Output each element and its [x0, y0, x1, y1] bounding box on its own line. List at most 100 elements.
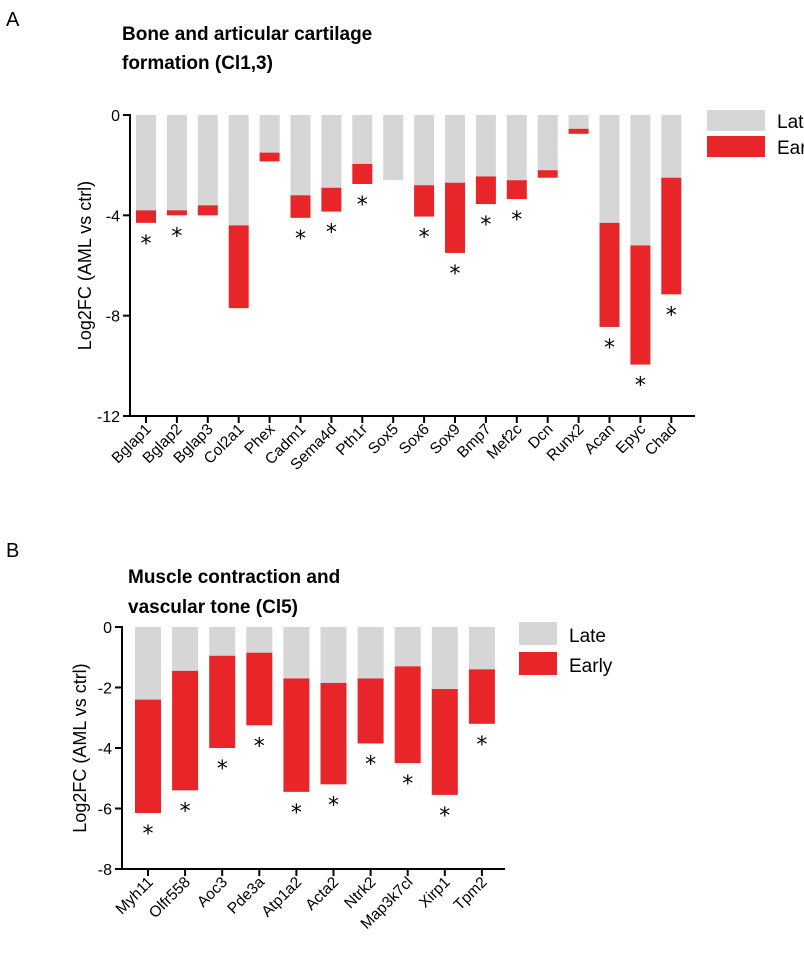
bar-late: [383, 115, 404, 181]
y-tick-label: -6: [98, 802, 112, 819]
x-tick-label: Sox6: [396, 421, 433, 458]
legend-label-late: Late: [569, 626, 606, 647]
bar-late: [506, 115, 527, 181]
significance-star: *: [291, 801, 302, 826]
chart-title-line: Muscle contraction and: [128, 567, 340, 588]
significance-star: *: [217, 757, 228, 782]
bar-late: [414, 115, 435, 186]
significance-star: *: [402, 772, 413, 797]
bar-early: [468, 669, 495, 724]
bar-late: [445, 115, 465, 183]
x-tick-label: Olfr558: [146, 874, 194, 922]
bar-early: [537, 170, 558, 178]
legend-swatch-early: [519, 652, 557, 675]
legend-label-early: Early: [569, 656, 613, 677]
x-tick-label: Mef2c: [484, 421, 526, 463]
significance-star: *: [419, 226, 430, 251]
significance-star: *: [604, 336, 615, 361]
bar-late: [468, 627, 495, 670]
bar-late: [136, 115, 156, 211]
significance-star: *: [328, 793, 339, 818]
x-tick-label: Xirp1: [416, 874, 454, 912]
bar-late: [283, 627, 310, 679]
legend-swatch-late: [707, 110, 765, 131]
significance-star: *: [180, 799, 191, 824]
significance-star: *: [295, 227, 306, 252]
panel-letter: B: [6, 540, 19, 562]
x-tick-label: Tpm2: [451, 874, 491, 914]
bar-late: [661, 115, 682, 178]
significance-star: *: [357, 193, 368, 218]
bar-early: [394, 666, 421, 764]
y-axis-label: Log2FC (AML vs ctrl): [70, 663, 90, 832]
significance-star: *: [326, 221, 337, 246]
y-tick-label: 0: [111, 108, 120, 125]
bar-early: [209, 655, 236, 748]
bar-late: [320, 627, 347, 683]
legend-swatch-early: [707, 136, 765, 157]
x-tick-label: Acan: [581, 421, 618, 458]
chart-panel-b: B Muscle contraction and vascular tone (Cl…: [6, 540, 613, 933]
x-tick-label: Pth1r: [333, 421, 371, 459]
bar-late: [352, 115, 373, 164]
bar-early: [172, 670, 199, 791]
bar-early: [283, 678, 310, 792]
bar-late: [228, 115, 249, 226]
y-axis-label: Log2FC (AML vs ctrl): [75, 181, 95, 350]
y-tick-label: 0: [103, 620, 112, 637]
bar-late: [537, 115, 558, 171]
bar-early: [135, 699, 161, 814]
y-tick-label: -12: [97, 409, 120, 426]
bar-early: [431, 689, 458, 795]
x-tick-label: Epyc: [613, 421, 650, 458]
bar-late: [197, 115, 218, 206]
bar-late: [246, 627, 273, 653]
bar-early: [228, 225, 249, 309]
bar-late: [431, 627, 458, 690]
significance-star: *: [439, 804, 450, 829]
bar-late: [172, 627, 199, 671]
bar-late: [321, 115, 342, 188]
legend-label-late: Late: [777, 112, 804, 133]
bar-early: [568, 128, 589, 134]
chart-title-line: vascular tone (Cl5): [128, 597, 298, 618]
bar-late: [357, 627, 384, 679]
bar-early: [599, 222, 620, 327]
bar-early: [321, 187, 342, 212]
significance-star: *: [635, 374, 646, 399]
significance-star: *: [141, 232, 152, 257]
x-tick-label: Sox5: [365, 421, 402, 458]
bar-early: [661, 177, 682, 295]
bar-early: [290, 195, 311, 218]
legend-label-early: Early: [777, 138, 804, 159]
significance-star: *: [365, 752, 376, 777]
y-tick-label: -4: [98, 741, 112, 758]
bar-late: [209, 627, 236, 656]
bar-early: [166, 210, 187, 216]
bar-late: [394, 627, 421, 667]
panel-letter: A: [6, 9, 20, 31]
bar-early: [445, 182, 465, 253]
bar-early: [357, 678, 384, 744]
bar-early: [506, 180, 527, 200]
bar-early: [352, 163, 373, 184]
bar-early: [197, 205, 218, 216]
bar-early: [630, 245, 651, 365]
significance-star: *: [143, 822, 154, 847]
bar-early: [475, 176, 496, 205]
legend-swatch-late: [519, 622, 557, 645]
significance-star: *: [171, 224, 182, 249]
bar-early: [259, 152, 280, 162]
bar-late: [166, 115, 187, 211]
bar-early: [246, 652, 273, 726]
significance-star: *: [254, 734, 265, 759]
bar-late: [630, 115, 651, 246]
bar-early: [136, 210, 156, 223]
x-tick-label: Chad: [642, 421, 680, 459]
y-tick-label: -4: [106, 208, 120, 225]
significance-star: *: [480, 213, 491, 238]
significance-star: *: [476, 733, 487, 758]
x-tick-label: Atp1a2: [258, 874, 305, 921]
chart-title-line: Bone and articular cartilage: [122, 24, 372, 45]
